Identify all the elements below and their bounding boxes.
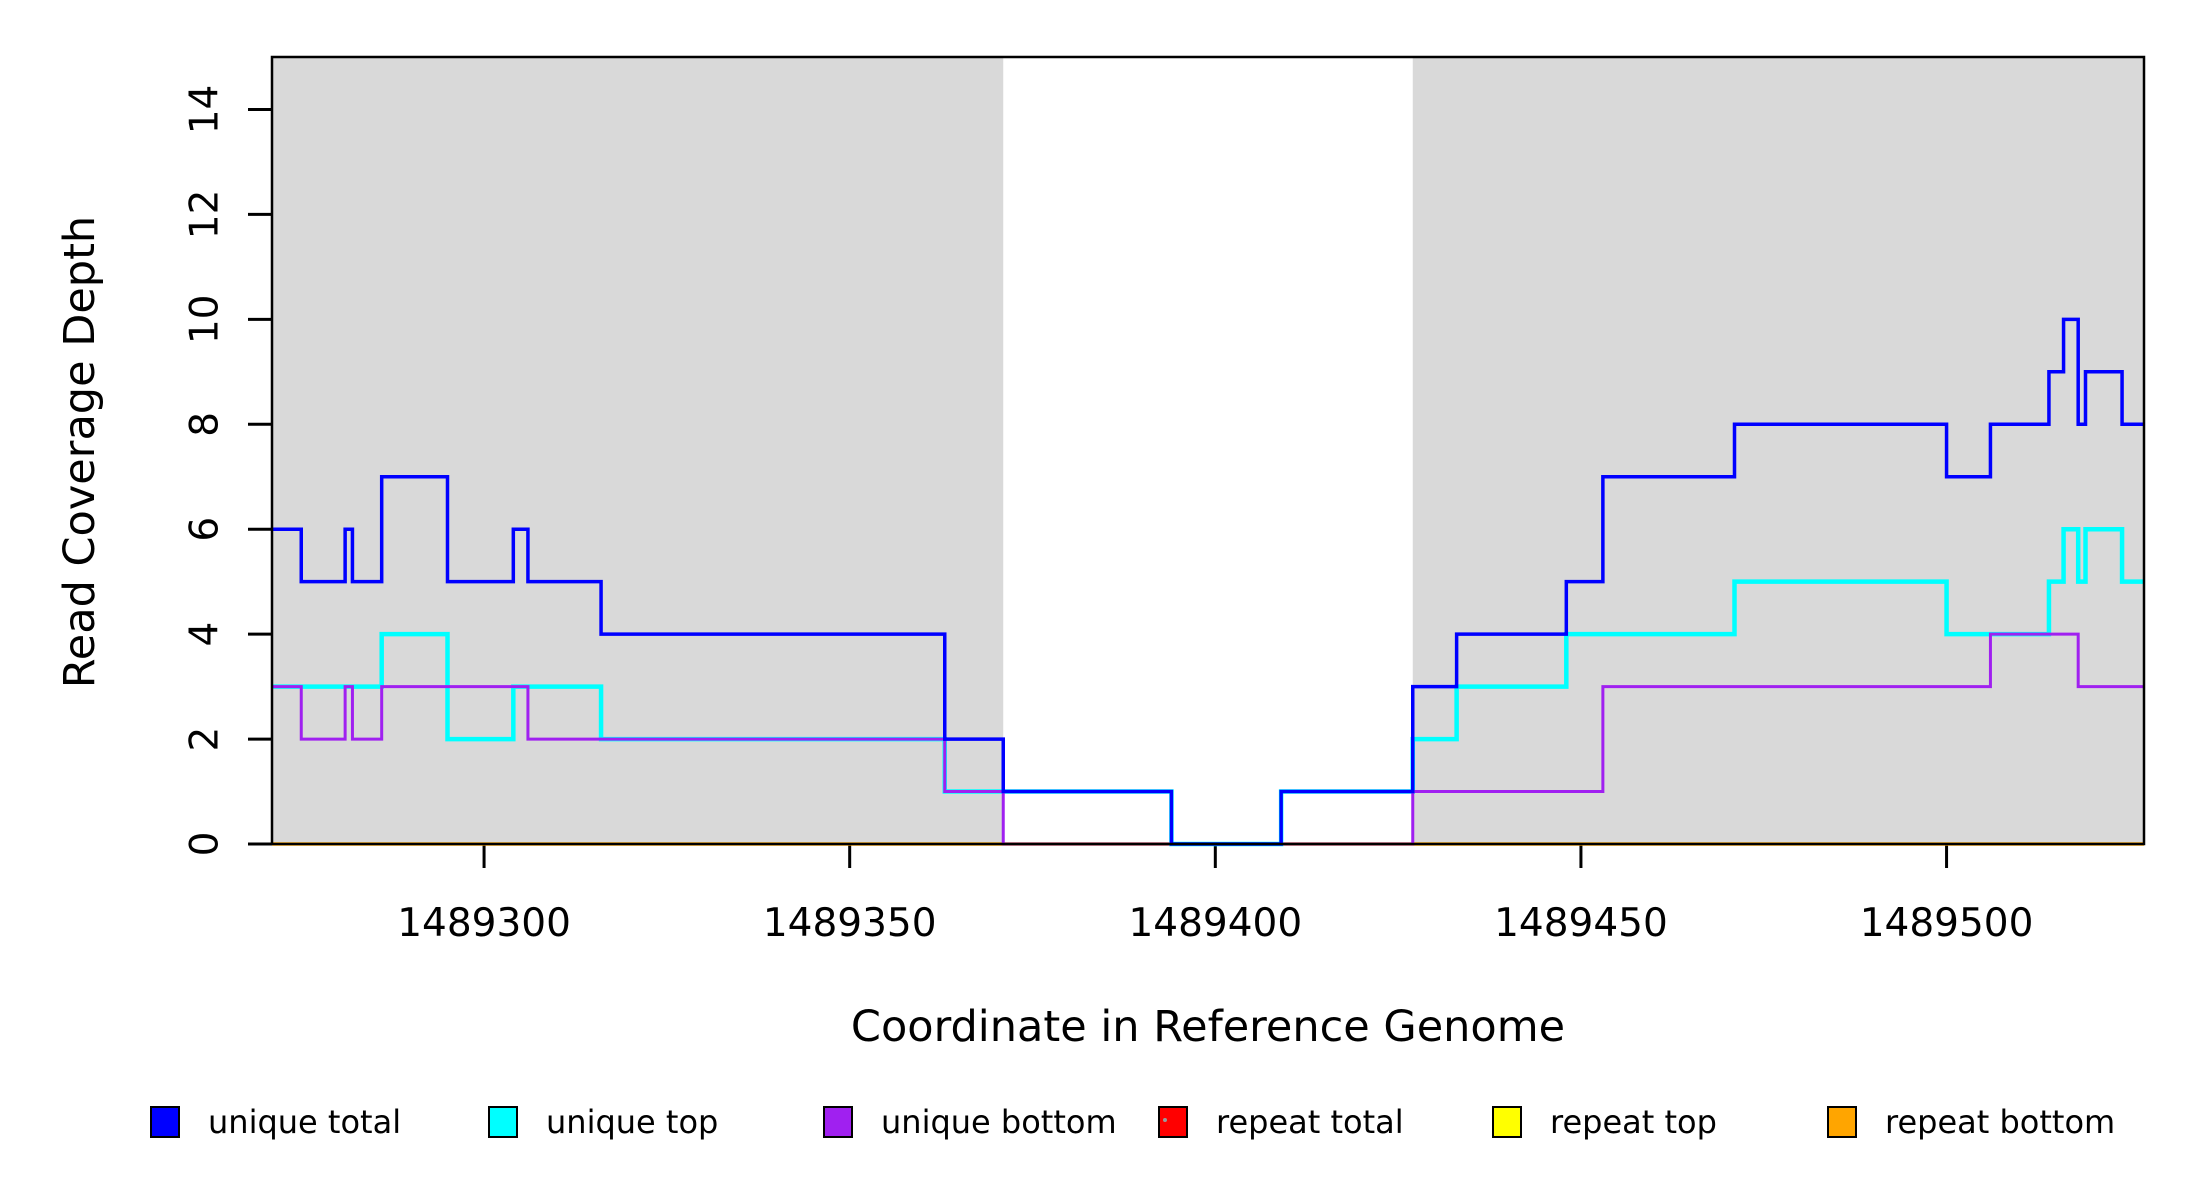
legend-swatch-unique-bottom bbox=[823, 1106, 853, 1138]
legend-label: unique bottom bbox=[881, 1103, 1117, 1141]
legend-item-repeat-total: repeat total bbox=[1158, 1100, 1404, 1144]
x-axis-tick-label: 1489300 bbox=[397, 901, 571, 946]
legend-label: repeat bottom bbox=[1885, 1103, 2116, 1141]
y-axis-tick-label: 8 bbox=[183, 412, 228, 437]
plot-border bbox=[270, 55, 2146, 846]
legend-swatch-unique-total bbox=[150, 1106, 180, 1138]
y-axis-tick-label: 12 bbox=[183, 190, 228, 240]
legend-swatch-repeat-top bbox=[1492, 1106, 1522, 1138]
legend-item-unique-total: unique total bbox=[150, 1100, 401, 1144]
y-axis-tick-label: 6 bbox=[183, 517, 228, 542]
legend: unique total unique top unique bottom repea… bbox=[0, 1100, 2200, 1150]
legend-label: repeat top bbox=[1550, 1103, 1717, 1141]
y-axis-tick-label: 10 bbox=[183, 295, 228, 345]
y-axis-tick-label: 0 bbox=[183, 832, 228, 857]
legend-item-unique-top: unique top bbox=[488, 1100, 718, 1144]
shaded-region bbox=[272, 57, 1004, 844]
x-axis-tick-label: 1489450 bbox=[1494, 901, 1668, 946]
x-axis-tick-label: 1489350 bbox=[763, 901, 937, 946]
shaded-region bbox=[1412, 57, 2144, 844]
y-axis-tick-label: 14 bbox=[183, 85, 228, 135]
legend-artifact-dot bbox=[1163, 1118, 1167, 1122]
x-axis-tick-label: 1489500 bbox=[1860, 901, 2034, 946]
x-axis-title: Coordinate in Reference Genome bbox=[850, 1002, 1566, 1052]
series-unique-bottom bbox=[272, 632, 2144, 846]
legend-label: repeat total bbox=[1216, 1103, 1404, 1141]
legend-swatch-unique-top bbox=[488, 1106, 518, 1138]
legend-swatch-repeat-total bbox=[1158, 1106, 1188, 1138]
series-unique-top bbox=[272, 526, 2144, 847]
series-unique-total bbox=[272, 317, 2144, 846]
x-axis-tick-label: 1489400 bbox=[1128, 901, 1302, 946]
legend-swatch-repeat-bottom bbox=[1827, 1106, 1857, 1138]
y-axis-title: Read Coverage Depth bbox=[55, 215, 105, 689]
legend-item-repeat-top: repeat top bbox=[1492, 1100, 1717, 1144]
legend-item-unique-bottom: unique bottom bbox=[823, 1100, 1117, 1144]
legend-item-repeat-bottom: repeat bottom bbox=[1827, 1100, 2115, 1144]
legend-label: unique top bbox=[546, 1103, 719, 1141]
y-axis-tick-label: 4 bbox=[183, 622, 228, 647]
legend-label: unique total bbox=[208, 1103, 402, 1141]
y-axis-tick-label: 2 bbox=[183, 727, 228, 752]
